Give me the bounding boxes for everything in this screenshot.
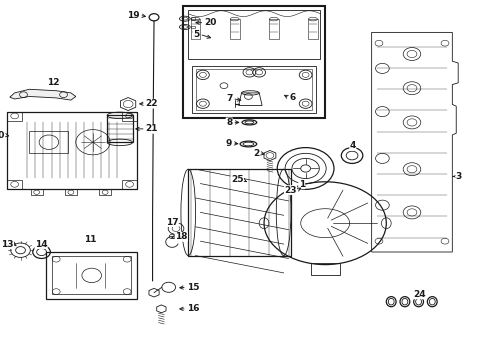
Text: 23: 23 — [284, 186, 296, 194]
Text: 24: 24 — [412, 290, 425, 299]
Bar — [192, 66, 316, 113]
Text: 18: 18 — [175, 233, 187, 242]
Text: 14: 14 — [35, 240, 47, 248]
Text: 13: 13 — [1, 240, 14, 248]
Text: 25: 25 — [230, 175, 243, 184]
Text: 3: 3 — [455, 172, 461, 181]
Polygon shape — [156, 305, 166, 313]
Polygon shape — [238, 93, 262, 105]
Bar — [122, 180, 137, 189]
Bar — [188, 10, 320, 59]
Bar — [7, 112, 137, 189]
Bar — [196, 69, 312, 110]
Bar — [190, 19, 200, 39]
Polygon shape — [120, 98, 136, 111]
Polygon shape — [10, 89, 76, 100]
Text: 15: 15 — [186, 283, 199, 292]
Bar — [46, 252, 137, 299]
Polygon shape — [149, 288, 159, 297]
Bar — [268, 19, 278, 39]
Bar — [190, 17, 194, 20]
Bar — [310, 263, 339, 275]
Text: 8: 8 — [225, 118, 232, 127]
Text: 4: 4 — [349, 141, 355, 150]
Text: 10: 10 — [0, 130, 5, 139]
Text: 16: 16 — [186, 304, 199, 313]
Bar — [29, 131, 68, 153]
Text: 11: 11 — [83, 235, 96, 244]
Bar — [7, 112, 22, 121]
Text: 17: 17 — [165, 217, 178, 227]
Text: 9: 9 — [225, 139, 232, 148]
Bar — [107, 115, 132, 142]
Bar — [52, 256, 131, 294]
Text: 12: 12 — [46, 77, 59, 86]
Text: 2: 2 — [252, 148, 259, 158]
Bar — [190, 26, 194, 28]
Text: 20: 20 — [204, 18, 216, 27]
Text: 19: 19 — [126, 10, 139, 19]
Bar — [122, 112, 137, 121]
Polygon shape — [371, 32, 457, 252]
Bar — [183, 6, 325, 118]
Text: 1: 1 — [298, 180, 304, 189]
Text: 5: 5 — [193, 30, 199, 39]
Bar — [7, 180, 22, 189]
Bar — [307, 19, 317, 39]
Text: 21: 21 — [145, 124, 158, 133]
Polygon shape — [264, 150, 275, 161]
Text: 22: 22 — [145, 99, 158, 108]
Text: 7: 7 — [225, 94, 232, 103]
Bar — [188, 169, 290, 256]
Bar — [229, 19, 239, 39]
Text: 6: 6 — [289, 94, 295, 102]
Bar — [65, 189, 77, 195]
Bar — [99, 189, 111, 195]
Bar — [31, 189, 42, 195]
